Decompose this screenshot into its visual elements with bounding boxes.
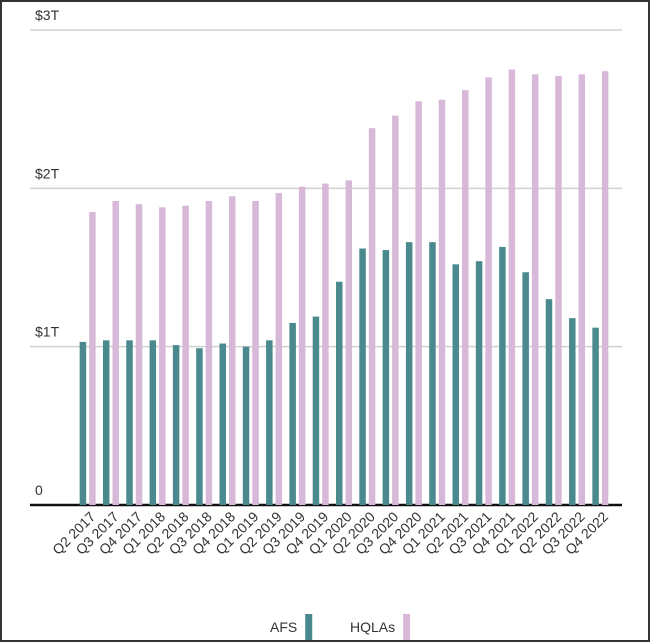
bar bbox=[242, 346, 250, 505]
bar bbox=[182, 205, 189, 505]
bar bbox=[228, 196, 236, 505]
bar bbox=[405, 242, 413, 505]
bar bbox=[102, 340, 110, 505]
bar bbox=[196, 348, 203, 505]
bar bbox=[508, 69, 516, 505]
bar bbox=[89, 212, 96, 506]
bar bbox=[522, 272, 529, 505]
bar bbox=[359, 248, 366, 505]
y-tick-label: $2T bbox=[35, 165, 60, 181]
bar bbox=[578, 74, 586, 505]
bar bbox=[462, 90, 469, 506]
bar bbox=[289, 322, 296, 505]
bar bbox=[135, 204, 143, 505]
bar bbox=[499, 246, 506, 505]
bar bbox=[569, 318, 576, 505]
bar bbox=[531, 74, 539, 505]
bar bbox=[275, 193, 283, 506]
bar bbox=[79, 341, 87, 505]
y-tick-label: $1T bbox=[35, 324, 60, 340]
bar bbox=[438, 99, 446, 506]
bar bbox=[485, 77, 492, 505]
bar bbox=[545, 299, 553, 505]
legend-label: HQLAs bbox=[350, 619, 395, 635]
legend-swatch bbox=[403, 614, 411, 640]
bar bbox=[312, 316, 320, 505]
bar bbox=[172, 345, 180, 505]
bar bbox=[555, 75, 562, 506]
bar bbox=[392, 115, 399, 505]
bar bbox=[475, 261, 483, 505]
bar bbox=[336, 281, 343, 505]
bar bbox=[322, 183, 329, 506]
bar bbox=[601, 71, 609, 506]
bar bbox=[298, 186, 306, 505]
bar bbox=[126, 340, 133, 505]
y-tick-label: 0 bbox=[35, 482, 43, 498]
bar bbox=[219, 343, 226, 505]
bar bbox=[159, 207, 166, 506]
bar bbox=[429, 242, 436, 505]
bar bbox=[415, 101, 422, 505]
bar bbox=[266, 340, 273, 505]
bar bbox=[592, 327, 599, 505]
bar bbox=[368, 128, 376, 505]
bar bbox=[149, 340, 157, 505]
bar bbox=[452, 264, 460, 505]
legend-label: AFS bbox=[270, 619, 297, 635]
legend-swatch bbox=[305, 614, 313, 640]
y-tick-label: $3T bbox=[35, 7, 60, 23]
bar bbox=[112, 201, 119, 505]
bar bbox=[382, 250, 390, 505]
bar bbox=[205, 201, 213, 505]
bar bbox=[345, 180, 352, 505]
bar bbox=[252, 201, 259, 505]
